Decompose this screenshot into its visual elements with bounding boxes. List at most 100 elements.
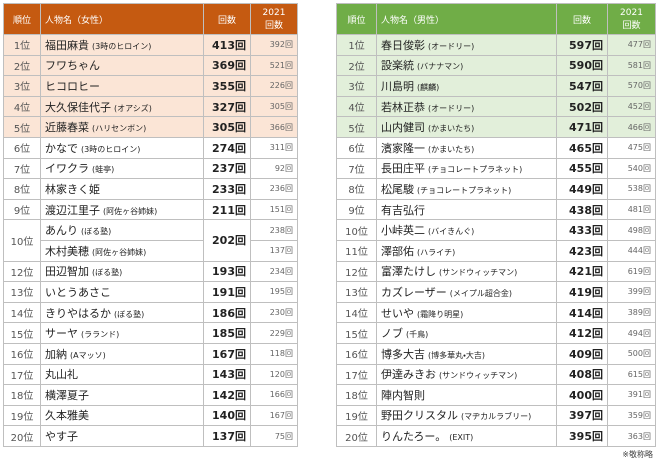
table-row: 8位 松尾駿 (チョコレートプラネット) 449回 538回	[336, 178, 656, 200]
note: (チョコレートプラネット)	[428, 165, 523, 175]
table-row: 6位 濱家隆一 (かまいたち) 465回 475回	[336, 136, 656, 159]
prev-cell: 236回	[250, 178, 298, 200]
table-row: 4位 若林正恭 (オードリー) 502回 452回	[336, 95, 656, 118]
count-cell: 202回	[203, 219, 251, 262]
table-row: 16位 加納 (Aマッソ) 167回 118回	[3, 342, 298, 365]
count-cell: 143回	[203, 363, 251, 386]
name-cell: ノブ (千鳥)	[376, 322, 557, 344]
prev-cell: 466回	[607, 116, 656, 138]
name: ノブ	[381, 327, 403, 341]
prev-cell: 230回	[250, 301, 298, 324]
prev-cell: 521回	[250, 54, 298, 77]
header-row: 順位 人物名（女性） 回数 2021 回数	[3, 3, 298, 35]
table-row: 17位 丸山礼 143回 120回	[3, 363, 298, 386]
rank-cell: 1位	[336, 34, 377, 56]
header-cell: 2021 回数	[607, 3, 656, 35]
name-cell: 近藤春菜 (ハリセンボン)	[40, 116, 204, 138]
name-cell: 山内健司 (かまいたち)	[376, 116, 557, 138]
name-cell: 有吉弘行	[376, 198, 557, 221]
prev-cell: 229回	[250, 322, 298, 344]
prev-cell: 498回	[607, 219, 656, 241]
prev-cell: 399回	[607, 281, 656, 303]
name-cell: サーヤ (ラランド)	[40, 322, 204, 344]
prev-cell: 92回	[250, 157, 298, 180]
rank-cell: 6位	[3, 136, 41, 159]
name-cell: 博多大吉 (博多華丸・大吉)	[376, 342, 557, 365]
name: かなで	[45, 141, 78, 155]
note: (蛙亭)	[92, 165, 115, 175]
note: (ぼる塾)	[114, 309, 145, 319]
note: (サンドウィッチマン)	[439, 371, 518, 381]
name-cell: 川島明 (麒麟)	[376, 75, 557, 97]
name: 渡辺江里子	[45, 203, 100, 217]
prev-cell: 363回	[607, 425, 656, 447]
rank-cell: 12位	[336, 260, 377, 283]
note: (ハリセンボン)	[92, 124, 147, 134]
note: (サンドウィッチマン)	[439, 268, 518, 278]
note: (ぼる塾)	[81, 227, 112, 237]
name-cell: イワクラ (蛙亭)	[40, 157, 204, 180]
table-row: 18位 横澤夏子 142回 166回	[3, 384, 298, 406]
note: (ラランド)	[81, 330, 120, 340]
count-cell: 471回	[556, 116, 608, 138]
rank-cell: 9位	[3, 198, 41, 221]
name: 野田クリスタル	[381, 409, 458, 423]
name: サーヤ	[45, 327, 78, 341]
rank-cell: 16位	[3, 342, 41, 365]
note: (マヂカルラブリー)	[461, 412, 532, 422]
note: (ぼる塾)	[92, 268, 123, 278]
name: 春日俊彰	[381, 38, 425, 52]
header-label: 回数	[622, 20, 641, 31]
name: いとうあさこ	[45, 285, 111, 299]
note: (かまいたち)	[428, 124, 475, 134]
prev-cell: 137回	[250, 239, 298, 262]
table-row: 14位 せいや (霜降り明星) 414回 389回	[336, 301, 656, 324]
rank-cell: 3位	[336, 75, 377, 97]
table-row: 12位 田辺智加 (ぼる塾) 193回 234回	[3, 260, 298, 283]
name-cell: かなで (3時のヒロイン)	[40, 136, 204, 159]
name: 若林正恭	[381, 100, 425, 114]
count-cell: 414回	[556, 301, 608, 324]
table-row: 3位 ヒコロヒー 355回 226回	[3, 75, 298, 97]
table-row: 2位 フワちゃん 369回 521回	[3, 54, 298, 77]
table-row: 5位 山内健司 (かまいたち) 471回 466回	[336, 116, 656, 138]
name-cell: カズレーザー (メイプル超合金)	[376, 281, 557, 303]
table-row: 20位 やす子 137回 75回	[3, 425, 298, 447]
header-label: 回数	[264, 20, 283, 31]
rank-cell: 2位	[3, 54, 41, 77]
name-cell: 春日俊彰 (オードリー)	[376, 34, 557, 56]
table-row: 7位 イワクラ (蛙亭) 237回 92回	[3, 157, 298, 180]
rank-cell: 11位	[336, 239, 377, 262]
name-cell: せいや (霜降り明星)	[376, 301, 557, 324]
name: 澤部佑	[381, 244, 414, 258]
prev-cell: 120回	[250, 363, 298, 386]
name: 田辺智加	[45, 265, 89, 279]
table-row: 17位 伊達みきお (サンドウィッチマン) 408回 615回	[336, 363, 656, 386]
name: りんたろー。	[381, 430, 447, 444]
rank-cell: 18位	[3, 384, 41, 406]
prev-cell: 366回	[250, 116, 298, 138]
table-row: 4位 大久保佳代子 (オアシズ) 327回 305回	[3, 95, 298, 118]
note: (阿佐ヶ谷姉妹)	[103, 206, 158, 216]
rank-cell: 5位	[3, 116, 41, 138]
male-table: 順位 人物名（男性） 回数 2021 回数 1位 春日俊彰 (オードリー) 597回 477回 2位…	[336, 3, 656, 447]
name: 久本雅美	[45, 409, 89, 423]
rank-cell: 9位	[336, 198, 377, 221]
name: フワちゃん	[45, 59, 100, 73]
count-cell: 412回	[556, 322, 608, 344]
prev-cell: 570回	[607, 75, 656, 97]
rank-cell: 2位	[336, 54, 377, 77]
note: (霜降り明星)	[417, 309, 464, 319]
note: (千鳥)	[406, 330, 429, 340]
count-cell: 408回	[556, 363, 608, 386]
prev-cell: 494回	[607, 322, 656, 344]
table-row: 木村美穂 (阿佐ヶ谷姉妹) 137回	[4, 239, 298, 262]
note: (阿佐ヶ谷姉妹)	[92, 247, 147, 257]
female-table: 順位 人物名（女性） 回数 2021 回数 1位 福田麻貴 (3時のヒロイン) 413回 392回…	[3, 3, 298, 447]
table-row: 10位 あんり (ぼる塾) 202回 238回	[3, 219, 298, 262]
count-cell: 140回	[203, 404, 251, 427]
name: せいや	[381, 306, 414, 320]
table-row: 15位 サーヤ (ラランド) 185回 229回	[3, 322, 298, 344]
prev-cell: 118回	[250, 342, 298, 365]
count-cell: 547回	[556, 75, 608, 97]
